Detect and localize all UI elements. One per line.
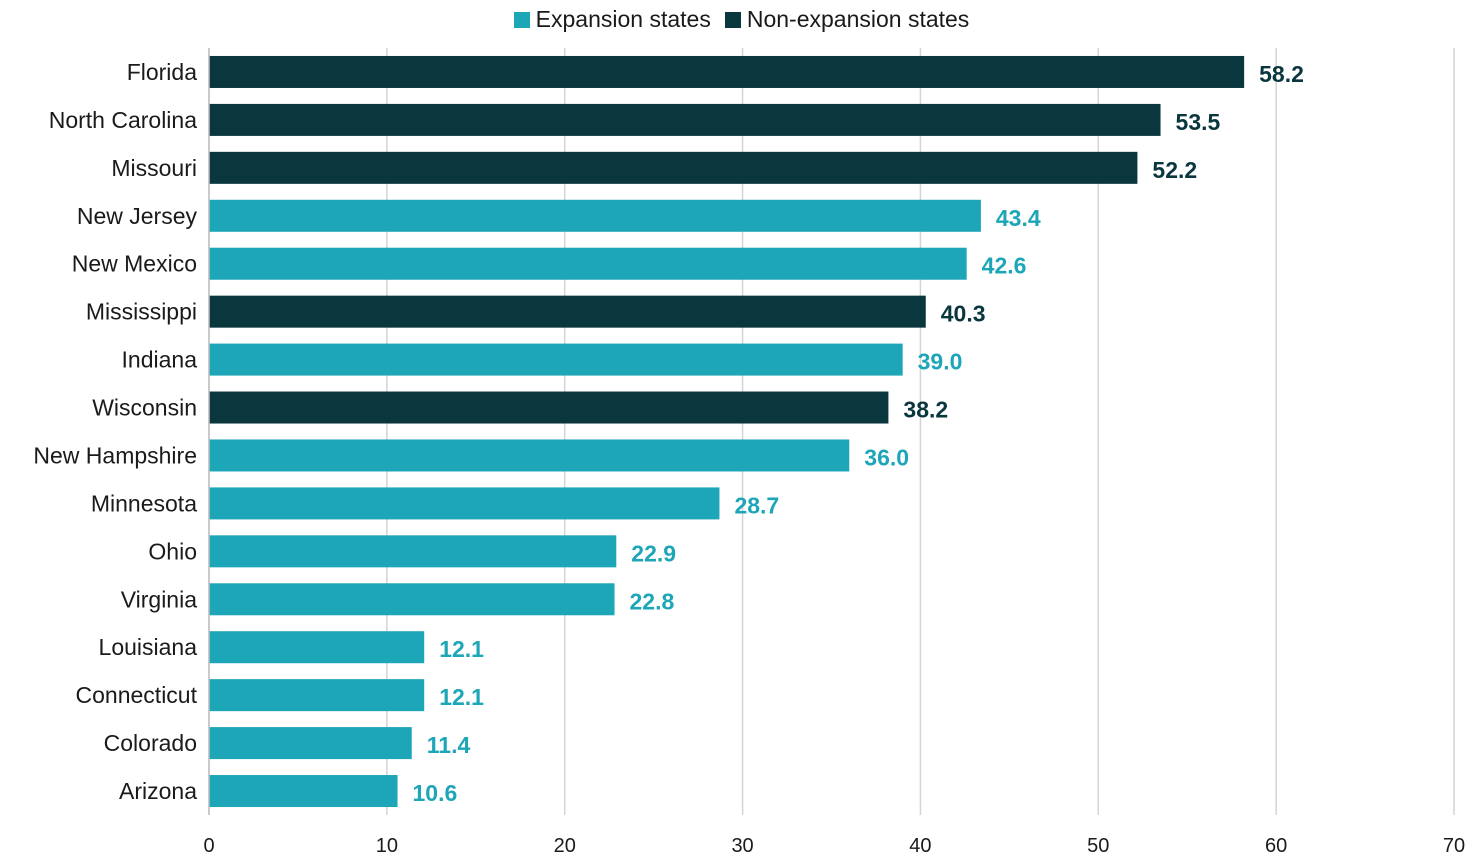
x-tick-label-60: 60 bbox=[1265, 835, 1287, 857]
x-tick-label-70: 70 bbox=[1443, 835, 1465, 857]
value-label-north-carolina: 53.5 bbox=[1176, 109, 1221, 135]
x-tick-label-50: 50 bbox=[1087, 835, 1109, 857]
value-label-arizona: 10.6 bbox=[413, 780, 458, 806]
value-label-louisiana: 12.1 bbox=[439, 636, 484, 662]
bar-louisiana bbox=[209, 631, 425, 664]
bar-mississippi bbox=[209, 295, 926, 328]
value-label-indiana: 39.0 bbox=[918, 349, 963, 375]
category-label-missouri: Missouri bbox=[111, 155, 197, 181]
category-label-connecticut: Connecticut bbox=[76, 682, 198, 708]
category-label-florida: Florida bbox=[127, 59, 198, 85]
category-label-virginia: Virginia bbox=[121, 586, 197, 612]
legend-label-expansion: Expansion states bbox=[535, 6, 711, 32]
value-label-ohio: 22.9 bbox=[631, 540, 676, 566]
x-tick-label-0: 0 bbox=[203, 835, 214, 857]
category-label-louisiana: Louisiana bbox=[99, 634, 198, 660]
value-label-new-mexico: 42.6 bbox=[982, 253, 1027, 279]
category-label-ohio: Ohio bbox=[148, 538, 197, 564]
bar-florida bbox=[209, 55, 1245, 88]
category-label-colorado: Colorado bbox=[104, 730, 197, 756]
bar-new-hampshire bbox=[209, 439, 850, 472]
x-tick-label-40: 40 bbox=[909, 835, 931, 857]
value-label-virginia: 22.8 bbox=[630, 588, 675, 614]
value-label-colorado: 11.4 bbox=[427, 732, 471, 758]
bar-ohio bbox=[209, 535, 617, 568]
category-label-new-hampshire: New Hampshire bbox=[33, 442, 197, 468]
bar-new-mexico bbox=[209, 247, 967, 280]
category-label-new-mexico: New Mexico bbox=[72, 251, 197, 277]
category-label-indiana: Indiana bbox=[122, 347, 198, 373]
bar-wisconsin bbox=[209, 391, 889, 424]
legend-item-non-expansion: Non-expansion states bbox=[724, 6, 970, 33]
category-label-arizona: Arizona bbox=[119, 778, 197, 804]
bar-minnesota bbox=[209, 487, 720, 520]
value-label-wisconsin: 38.2 bbox=[903, 397, 948, 423]
bar-indiana bbox=[209, 343, 903, 376]
value-label-mississippi: 40.3 bbox=[941, 301, 986, 327]
bar-arizona bbox=[209, 775, 398, 808]
legend-swatch-expansion bbox=[513, 11, 530, 28]
bar-missouri bbox=[209, 151, 1138, 184]
bar-virginia bbox=[209, 583, 615, 616]
bar-new-jersey bbox=[209, 199, 981, 232]
category-label-north-carolina: North Carolina bbox=[49, 107, 197, 133]
value-label-missouri: 52.2 bbox=[1152, 157, 1197, 183]
value-label-new-hampshire: 36.0 bbox=[864, 444, 909, 470]
value-label-florida: 58.2 bbox=[1259, 61, 1304, 87]
category-label-mississippi: Mississippi bbox=[86, 299, 197, 325]
category-label-minnesota: Minnesota bbox=[91, 490, 197, 516]
category-label-new-jersey: New Jersey bbox=[77, 203, 198, 229]
legend-item-expansion: Expansion states bbox=[513, 6, 711, 33]
legend: Expansion states Non-expansion states bbox=[0, 6, 1483, 33]
value-label-connecticut: 12.1 bbox=[439, 684, 484, 710]
bar-connecticut bbox=[209, 679, 425, 712]
x-tick-label-30: 30 bbox=[731, 835, 753, 857]
value-label-new-jersey: 43.4 bbox=[996, 205, 1041, 231]
value-label-minnesota: 28.7 bbox=[734, 492, 779, 518]
x-tick-label-10: 10 bbox=[376, 835, 398, 857]
category-label-wisconsin: Wisconsin bbox=[92, 395, 197, 421]
legend-swatch-non-expansion bbox=[724, 11, 741, 28]
bar-colorado bbox=[209, 727, 412, 760]
x-tick-label-20: 20 bbox=[554, 835, 576, 857]
bar-north-carolina bbox=[209, 103, 1161, 136]
legend-label-non-expansion: Non-expansion states bbox=[746, 6, 970, 32]
